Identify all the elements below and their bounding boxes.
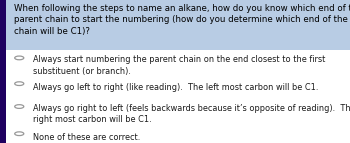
FancyBboxPatch shape: [6, 50, 350, 143]
FancyBboxPatch shape: [0, 0, 6, 143]
Text: None of these are correct.: None of these are correct.: [33, 133, 140, 142]
FancyBboxPatch shape: [6, 0, 350, 50]
Text: When following the steps to name an alkane, how do you know which end of the
par: When following the steps to name an alka…: [14, 4, 350, 36]
Text: Always go left to right (like reading).  The left most carbon will be C1.: Always go left to right (like reading). …: [33, 83, 318, 92]
Text: Always go right to left (feels backwards because it’s opposite of reading).  The: Always go right to left (feels backwards…: [33, 104, 350, 124]
Text: Always start numbering the parent chain on the end closest to the first
substitu: Always start numbering the parent chain …: [33, 55, 326, 76]
